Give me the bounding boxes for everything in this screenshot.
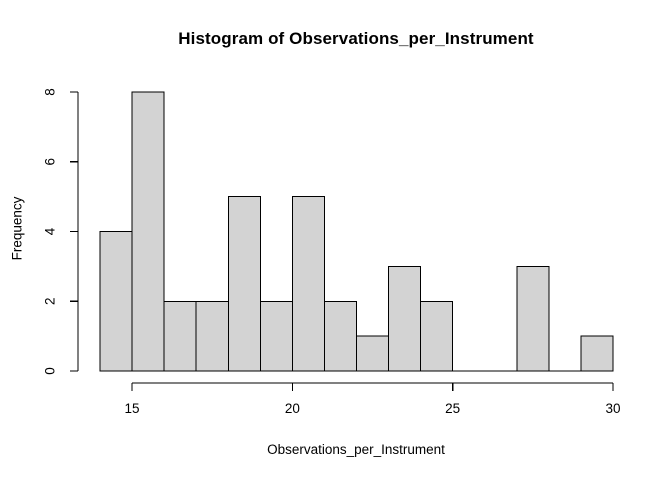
x-tick-label: 20 [285,401,300,416]
histogram-bar [516,265,550,372]
histogram-bar [323,300,357,372]
y-tick-label: 6 [43,158,58,166]
x-tick-label: 25 [445,401,460,416]
histogram-bar [195,300,229,372]
histogram-bar [131,91,165,372]
histogram-bar [420,300,454,372]
histogram-bar [259,300,293,372]
histogram-bar [227,196,261,372]
histogram-bar [291,196,325,372]
histogram-bar [356,335,390,372]
x-tick-label: 30 [605,401,620,416]
histogram-bar [163,300,197,372]
y-tick-label: 4 [43,227,58,235]
histogram-bar [388,265,422,372]
chart-title: Histogram of Observations_per_Instrument [178,29,534,48]
y-tick-label: 2 [43,297,58,305]
y-tick-label: 8 [43,88,58,96]
x-axis-label: Observations_per_Instrument [267,442,445,457]
x-tick-label: 15 [125,401,140,416]
histogram-bar [99,231,133,372]
y-axis-label: Frequency [9,196,25,261]
y-tick-label: 0 [43,367,58,375]
histogram-bar [580,335,614,372]
